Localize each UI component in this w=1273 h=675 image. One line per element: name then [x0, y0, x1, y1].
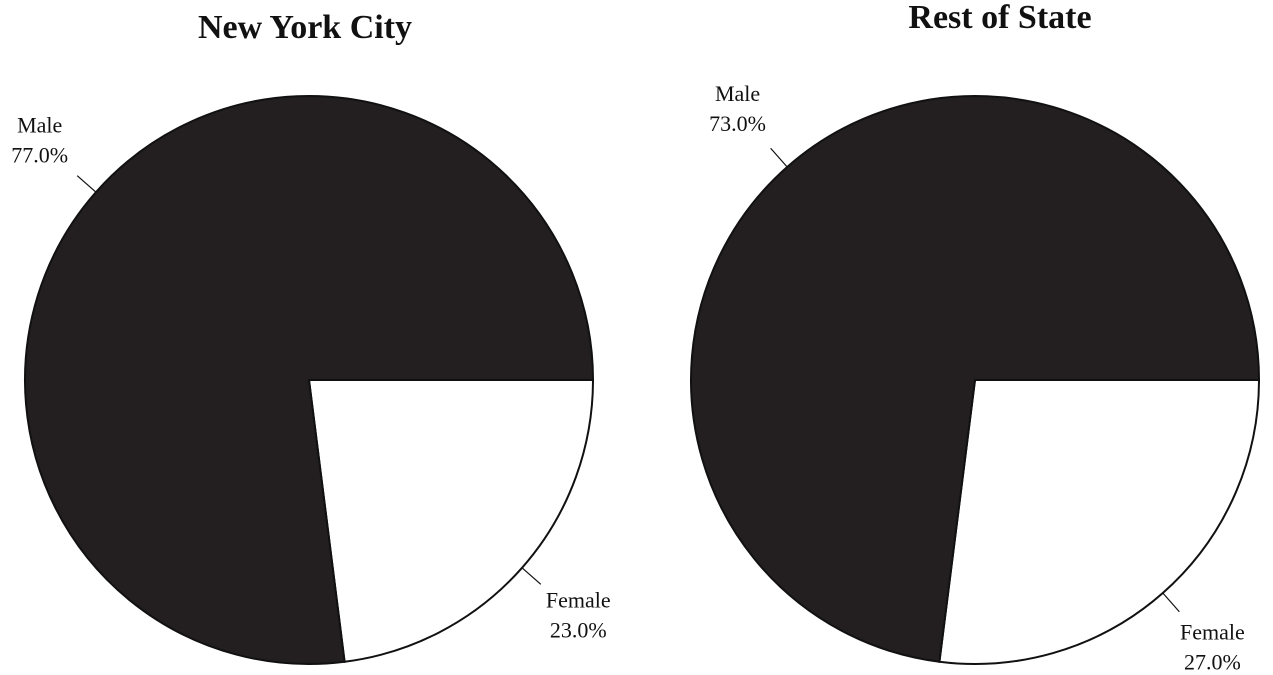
pie-slice	[690, 95, 1261, 663]
slice-value: 23.0%	[550, 617, 607, 642]
slice-label: Male	[17, 113, 62, 138]
chart-title: Rest of State	[908, 0, 1091, 36]
slice-value: 73.0%	[709, 111, 766, 136]
slice-label: Female	[546, 587, 611, 612]
pie-slice	[938, 379, 1261, 665]
slice-label: Male	[715, 81, 760, 106]
slice-value: 77.0%	[11, 143, 68, 168]
leader-line	[521, 567, 542, 585]
leader-line	[1162, 592, 1180, 613]
leader-line	[770, 147, 788, 168]
slice-label: Female	[1180, 619, 1245, 644]
leader-line	[76, 175, 97, 193]
slice-value: 27.0%	[1184, 649, 1241, 674]
chart-title: New York City	[198, 9, 412, 46]
pie-slice	[24, 95, 595, 665]
